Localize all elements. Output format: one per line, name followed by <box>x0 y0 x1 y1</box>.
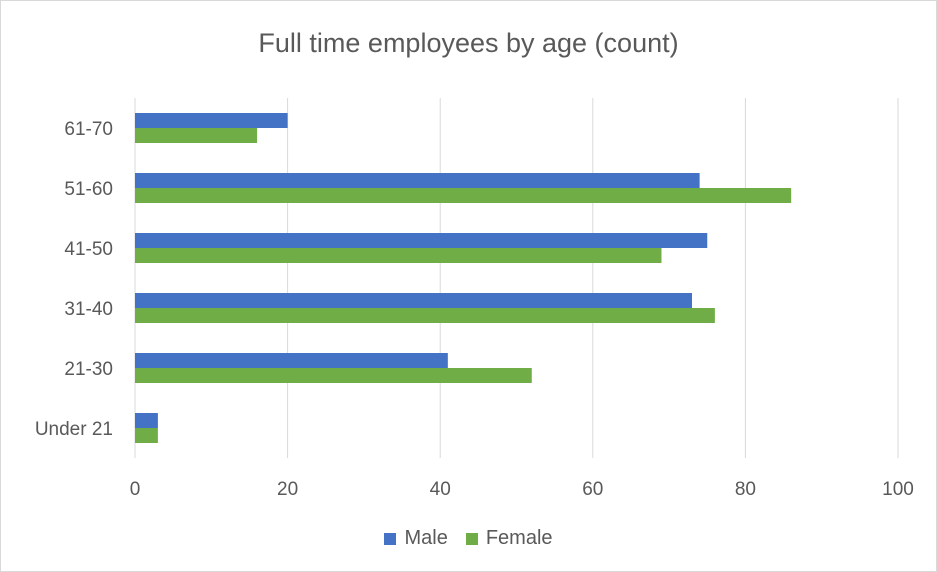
y-category-label: 51-60 <box>64 179 113 200</box>
legend-label-female: Female <box>485 527 553 549</box>
y-category-label: 31-40 <box>64 299 113 320</box>
y-category-label: 61-70 <box>64 119 113 140</box>
bar-male <box>135 173 700 188</box>
bar-female <box>135 368 532 383</box>
bar-female <box>135 248 662 263</box>
legend-swatch-male <box>384 532 397 545</box>
y-category-label: 41-50 <box>64 239 113 260</box>
x-tick-label: 80 <box>735 479 756 500</box>
x-tick-label: 0 <box>130 479 141 500</box>
y-category-label: 21-30 <box>64 359 113 380</box>
bar-female <box>135 428 158 443</box>
x-tick-label: 20 <box>277 479 298 500</box>
bar-male <box>135 353 448 368</box>
bar-female <box>135 128 258 143</box>
legend-item-male: Male <box>384 527 448 550</box>
x-tick-label: 100 <box>882 479 914 500</box>
x-tick-label: 60 <box>582 479 603 500</box>
bar-female <box>135 188 792 203</box>
chart-title: Full time employees by age (count) <box>258 28 679 58</box>
bar-female <box>135 308 715 323</box>
x-tick-label: 40 <box>430 479 451 500</box>
chart-legend: Male Female <box>0 527 937 550</box>
bar-male <box>135 113 288 128</box>
legend-swatch-female <box>465 532 478 545</box>
bar-male <box>135 413 158 428</box>
legend-label-male: Male <box>404 527 448 549</box>
bar-male <box>135 293 692 308</box>
legend-item-female: Female <box>465 527 553 550</box>
y-category-label: Under 21 <box>35 419 113 440</box>
bar-male <box>135 233 708 248</box>
